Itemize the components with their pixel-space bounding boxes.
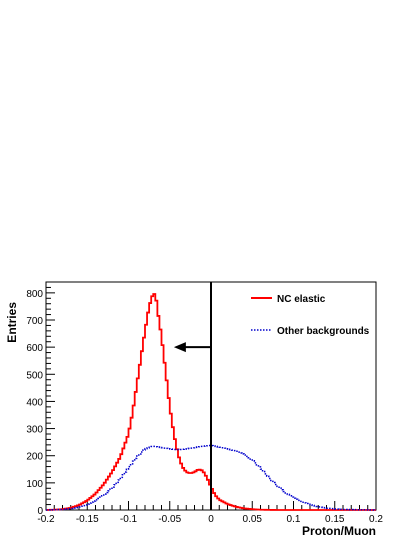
x-axis-label: Proton/Muon [302, 524, 376, 537]
y-tick-label: 500 [26, 370, 43, 381]
legend: NC elastic Other backgrounds [251, 294, 370, 337]
legend-label: NC elastic [277, 294, 326, 305]
annotation-layer [173, 282, 212, 510]
y-tick-label: 600 [26, 343, 43, 354]
y-tick-label: 300 [26, 425, 43, 436]
x-tick-label: 0.05 [243, 514, 263, 525]
x-tick-label: -0.05 [158, 514, 181, 525]
y-tick-label: 100 [26, 479, 43, 490]
y-tick-label: 700 [26, 316, 43, 327]
x-tick-label: -0.15 [76, 514, 99, 525]
y-tick-label: 800 [26, 289, 43, 300]
legend-label: Other backgrounds [277, 326, 370, 337]
y-tick-label: 200 [26, 452, 43, 463]
y-tick-label: 0 [37, 506, 43, 517]
cut-arrow-head [173, 342, 186, 353]
x-tick-label: 0.15 [325, 514, 345, 525]
series-line-nc-elastic [46, 293, 376, 511]
y-axis: 0 100 200 300 400 500 600 700 800 [26, 286, 55, 517]
y-axis-label: Entries [5, 302, 19, 343]
x-tick-label: 0.1 [287, 514, 301, 525]
x-tick-label: -0.2 [37, 514, 55, 525]
x-tick-label: 0 [208, 514, 214, 525]
y-tick-label: 400 [26, 397, 43, 408]
x-tick-label: -0.1 [120, 514, 138, 525]
series-layer [46, 293, 376, 511]
x-tick-label: 0.2 [369, 514, 383, 525]
